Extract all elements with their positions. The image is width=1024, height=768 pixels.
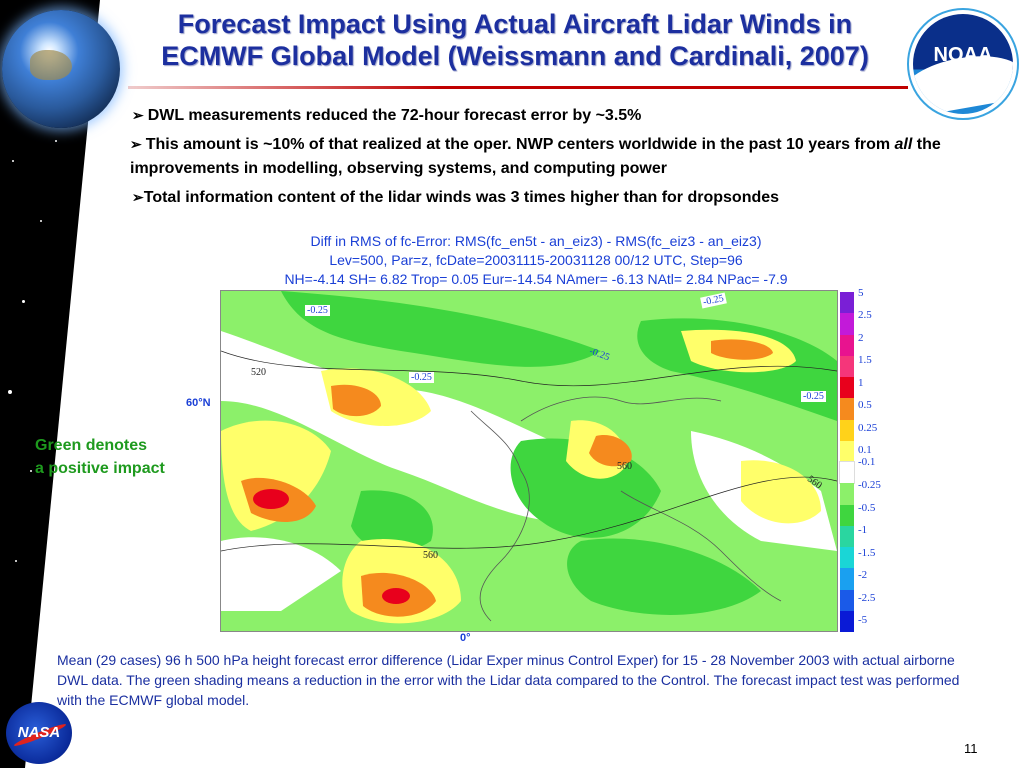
color-legend: 5 2.5 2 1.5 1 0.5 0.25 0.1 -0.1 -0.25 -0… [839,287,900,632]
star [30,470,32,472]
nasa-logo-text: NASA [17,724,61,741]
legend-label: -2 [858,569,868,581]
contour-label: -0.25 [305,305,330,316]
slide-title: Forecast Impact Using Actual Aircraft Li… [125,8,905,72]
legend-label: -0.25 [858,479,881,491]
title-underline [128,86,908,89]
noaa-logo: NOAA [907,8,1019,120]
noaa-logo-text: NOAA [933,44,993,66]
figure-caption: Mean (29 cases) 96 h 500 hPa height fore… [57,652,960,708]
bullet-1: ➢ DWL measurements reduced the 72-hour fo… [132,107,642,124]
legend-color-cell [840,292,854,314]
legend-label: -2.5 [858,592,876,604]
star [8,390,12,394]
contour-label: -0.25 [409,372,434,383]
legend-color-cell [840,419,854,441]
contour-label: 560 [423,550,438,561]
legend-color-cell [840,483,854,505]
legend-color-cell [840,377,854,399]
bullet-2: ➢ This amount is ~10% of that realized at… [130,136,941,177]
legend-color-cell [840,334,854,356]
forecast-impact-figure: Diff in RMS of fc-Error: RMS(fc_en5t - a… [186,230,886,644]
star [15,560,17,562]
legend-color-cell [840,525,854,547]
legend-label: -5 [858,614,868,626]
longitude-label: 0° [460,632,471,644]
legend-color-cell [840,398,854,420]
page-number: 11 [964,741,978,756]
nasa-logo: NASA [6,702,72,764]
legend-label: -1 [858,524,868,536]
legend-label: -0.1 [858,456,876,468]
legend-label: -1.5 [858,547,876,559]
impact-map: -0.25 -0.25 -0.25 -0.25 -0.25 520 560 56… [220,290,838,632]
legend-color-cell [840,589,854,611]
earth-image [2,10,120,128]
green-note: Green denotes a positive impact [35,437,165,477]
star [55,140,57,142]
legend-color-cell [840,313,854,335]
impact-map-svg [221,291,837,631]
bullet-list: ➢ DWL measurements reduced the 72-hour fo… [130,103,982,214]
legend-color-cell [840,355,854,377]
star [12,160,14,162]
arrow-bullet-icon: ➢ [132,107,144,123]
contour-label: 560 [617,461,632,472]
star [40,220,42,222]
legend-color-cell [840,610,854,632]
legend-color-cell [840,504,854,526]
legend-label: 2 [858,332,864,344]
title-line-1: Forecast Impact Using Actual Aircraft Li… [177,9,853,39]
star [22,300,25,303]
legend-color-cell [839,460,855,485]
legend-color-cell [840,440,854,462]
arrow-bullet-icon: ➢ [132,189,144,205]
legend-color-cell [840,568,854,590]
legend-label: 1 [858,377,864,389]
contour-label: -0.25 [801,391,826,402]
bullet-3: ➢Total information content of the lidar … [132,189,780,206]
title-line-2: ECMWF Global Model (Weissmann and Cardin… [161,41,869,71]
arrow-bullet-icon: ➢ [130,136,142,152]
legend-label: 1.5 [858,354,872,366]
latitude-label: 60°N [186,397,211,409]
legend-label: 0.5 [858,399,872,411]
legend-label: -0.5 [858,502,876,514]
legend-label: 0.1 [858,444,872,456]
emphasis-all: all [894,136,913,153]
contour-label: 520 [251,367,266,378]
legend-label: 2.5 [858,309,872,321]
legend-label: 0.25 [858,422,878,434]
legend-color-cell [840,547,854,569]
legend-label: 5 [858,287,864,299]
figure-header: Diff in RMS of fc-Error: RMS(fc_en5t - a… [284,233,788,287]
